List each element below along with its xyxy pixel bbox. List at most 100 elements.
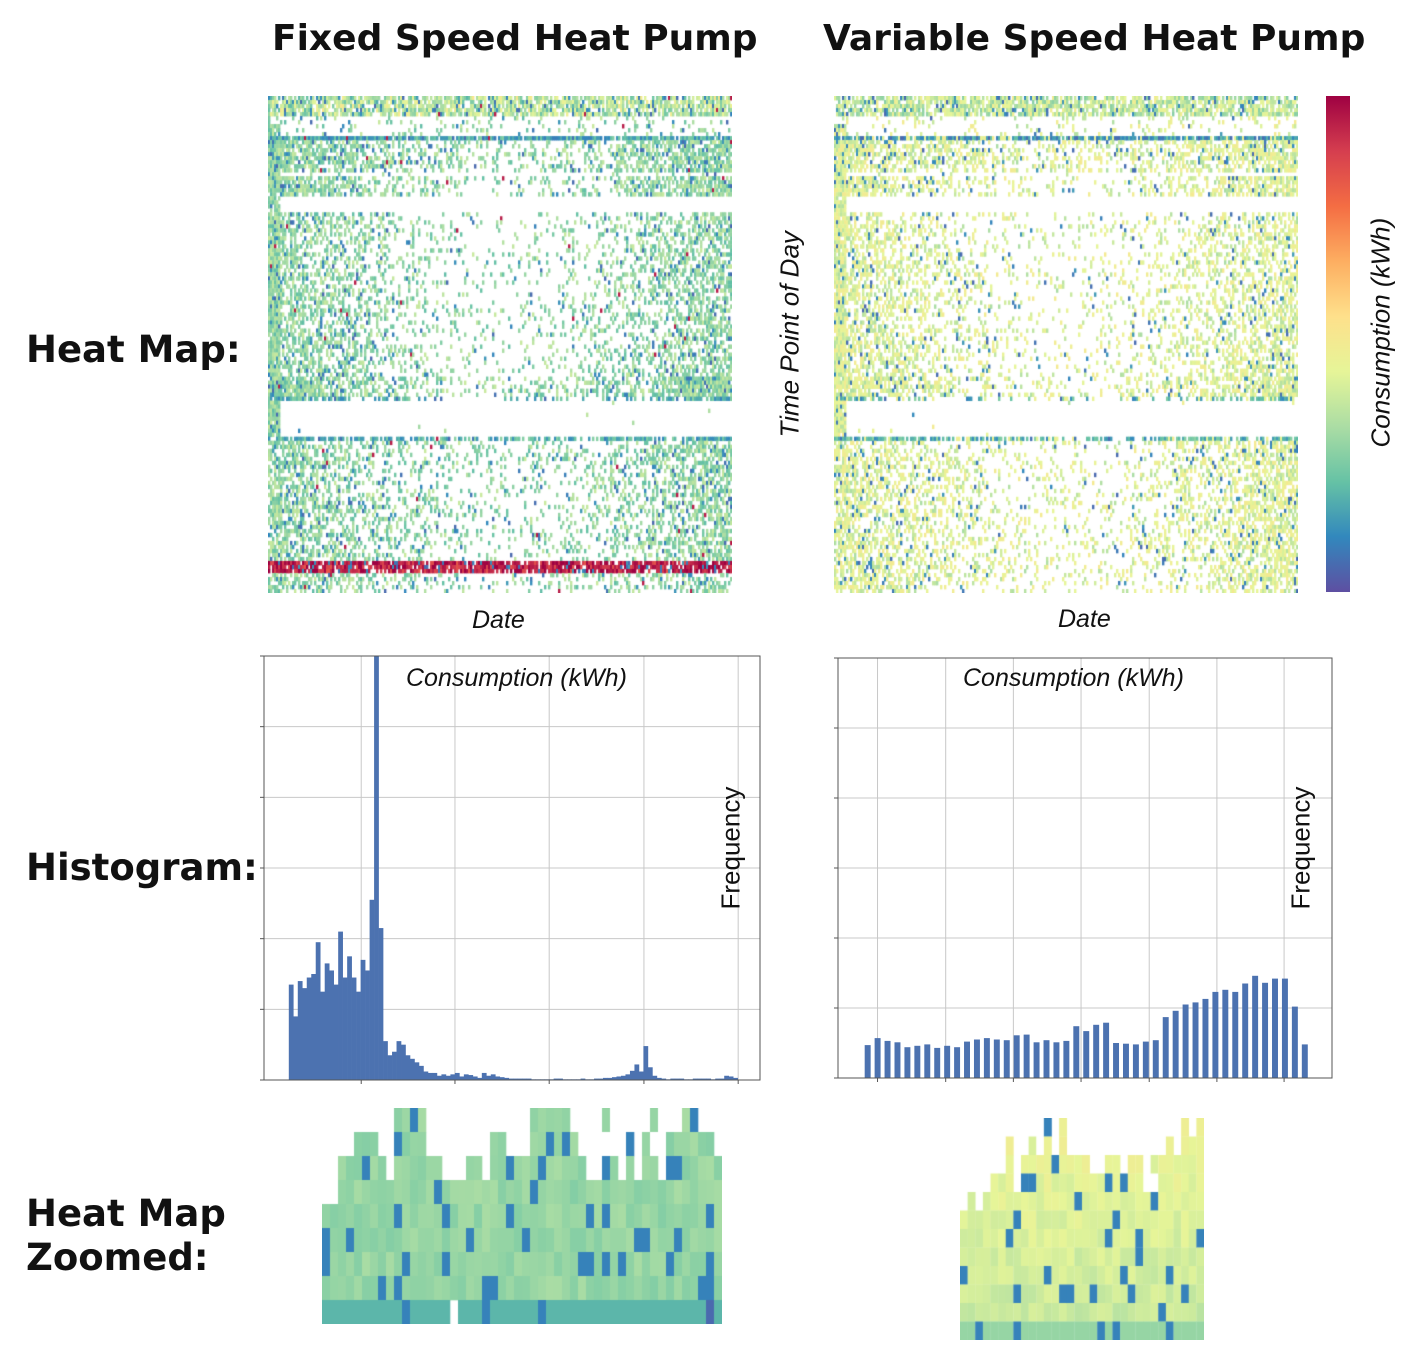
hist-bar — [1291, 1006, 1298, 1078]
hist-bar — [719, 1078, 725, 1080]
hist-bar — [306, 977, 312, 1080]
hist-bar — [1013, 1035, 1020, 1078]
hist-bar — [652, 1075, 658, 1080]
hist-bar — [463, 1074, 469, 1080]
hist-bar — [1093, 1024, 1100, 1078]
colorbar-label: Consumption (kWh) — [1365, 217, 1396, 448]
hist-bar — [924, 1044, 931, 1078]
hist-bar — [401, 1044, 406, 1080]
hist-bar — [1162, 1017, 1169, 1078]
hist-bar — [728, 1076, 734, 1080]
hist-bar — [508, 1078, 514, 1080]
hist-bar — [1262, 982, 1269, 1078]
fixed-hist-ylabel: Frequency — [715, 786, 746, 910]
hist-bar — [513, 1078, 519, 1080]
hist-bar — [724, 1075, 730, 1080]
hist-bar — [603, 1077, 608, 1080]
hist-bar — [594, 1078, 599, 1080]
hist-bar — [904, 1047, 911, 1078]
hist-bar — [315, 942, 321, 1080]
hist-bar — [490, 1074, 496, 1080]
hist-bar — [365, 970, 370, 1080]
hist-bar — [1113, 1043, 1120, 1078]
hist-bar — [656, 1077, 662, 1080]
hist-bar — [486, 1075, 492, 1080]
hist-bar — [598, 1078, 604, 1080]
hist-bar — [1202, 998, 1209, 1078]
fixed-speed-title: Fixed Speed Heat Pump — [272, 18, 758, 59]
hist-bar — [418, 1065, 424, 1080]
hist-bar — [643, 1046, 649, 1080]
hist-bar — [1222, 989, 1229, 1078]
hist-bar — [954, 1047, 961, 1078]
hist-bar — [342, 977, 348, 1080]
hist-bar — [302, 988, 308, 1080]
variable-speed-heatmap — [834, 96, 1298, 593]
hist-bar — [1063, 1040, 1070, 1078]
hist-bar — [338, 931, 343, 1080]
colorbar — [1326, 96, 1350, 592]
hist-bar — [607, 1077, 613, 1080]
hist-bar — [629, 1070, 635, 1080]
hist-bar — [1192, 1002, 1199, 1078]
hist-bar — [1033, 1042, 1040, 1078]
hist-bar — [914, 1045, 921, 1078]
hist-bar — [620, 1075, 626, 1080]
hist-bar — [733, 1077, 738, 1080]
hist-bar — [526, 1078, 532, 1080]
hist-bar — [477, 1077, 483, 1080]
hist-bar — [1083, 1031, 1090, 1078]
hist-bar — [347, 956, 352, 1080]
hist-bar — [414, 1062, 420, 1080]
hist-bar — [1182, 1004, 1189, 1078]
hist-bar — [674, 1078, 680, 1080]
hist-bar — [701, 1078, 707, 1080]
hist-bar — [884, 1040, 891, 1078]
fixed-speed-histogram — [260, 655, 761, 1084]
hist-bar — [522, 1078, 528, 1080]
hist-bar — [894, 1042, 901, 1078]
hist-bar — [320, 991, 326, 1080]
hist-bar — [1142, 1041, 1149, 1078]
hist-bar — [427, 1072, 433, 1080]
hist-bar — [1212, 991, 1219, 1078]
hist-bar — [504, 1077, 510, 1080]
variable-heatmap-xlabel: Date — [1058, 605, 1111, 633]
hist-bar — [1242, 983, 1249, 1078]
hist-bar — [409, 1058, 415, 1080]
hist-bar — [1252, 975, 1259, 1078]
hist-bar — [432, 1072, 438, 1080]
hist-bar — [692, 1078, 698, 1080]
hist-bar — [454, 1072, 460, 1080]
hist-bar — [1043, 1040, 1050, 1078]
hist-bar — [436, 1075, 442, 1080]
hist-bar — [715, 1078, 721, 1080]
hist-bar — [697, 1078, 703, 1080]
hist-bar — [333, 984, 339, 1080]
hist-bar — [311, 974, 317, 1080]
hist-bar — [356, 991, 361, 1080]
hist-bar — [993, 1039, 1000, 1078]
heatmap-row-label: Heat Map: — [26, 328, 241, 371]
hist-bar — [864, 1045, 871, 1078]
hist-bar — [387, 1055, 393, 1080]
hist-bar — [1003, 1040, 1010, 1078]
hist-bar — [360, 959, 366, 1080]
hist-bar — [1073, 1026, 1080, 1078]
variable-speed-histogram — [834, 657, 1333, 1082]
hist-bar — [392, 1051, 397, 1080]
hist-bar — [1172, 1010, 1179, 1078]
hist-bar — [647, 1067, 653, 1080]
hist-bar — [481, 1072, 487, 1080]
hist-bar — [405, 1055, 411, 1080]
hist-bar — [964, 1041, 970, 1078]
hist-bar — [297, 981, 303, 1080]
variable-speed-title: Variable Speed Heat Pump — [823, 18, 1366, 59]
hist-bar — [459, 1076, 465, 1080]
hist-bar — [450, 1074, 456, 1080]
hist-bar — [441, 1074, 447, 1080]
hist-bar — [495, 1076, 501, 1080]
hist-bar — [983, 1038, 990, 1078]
hist-bar — [1232, 991, 1239, 1078]
variable-hist-ylabel: Frequency — [1285, 786, 1316, 910]
